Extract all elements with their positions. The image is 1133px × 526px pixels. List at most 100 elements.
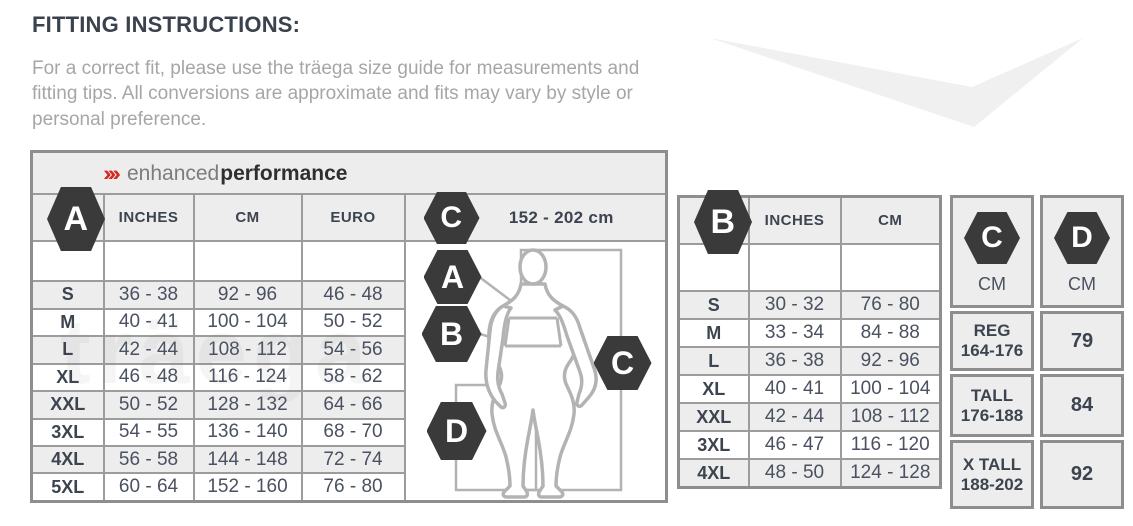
diagram-marker-b-hexagon-icon: B — [421, 306, 482, 362]
height-range-label: 152 - 202 cm — [508, 207, 614, 227]
marker-c-letter: C — [440, 201, 463, 234]
col-header-inches: INCHES — [102, 193, 195, 242]
diagram-marker-a-hexagon-icon: A — [423, 250, 482, 304]
cm-cell: 116 - 120 — [839, 430, 942, 460]
brand-chevrons-icon: ››› — [103, 160, 121, 185]
left-table-body: A B C D S 36 - 38 92 - 96 46 - 48 M 40 - 41 10… — [30, 239, 668, 503]
euro-cell: 68 - 70 — [300, 417, 406, 447]
inseam-entry-value: 84 — [1070, 394, 1094, 416]
diagram-marker-c-hexagon-icon: C — [593, 336, 652, 390]
cm-cell: 144 - 148 — [192, 444, 303, 475]
size-cell: 4XL — [677, 458, 750, 489]
brand-name-light: enhanced — [126, 161, 220, 185]
height-entry-name: X TALL — [962, 454, 1022, 474]
inches-cell: 40 - 41 — [102, 307, 195, 338]
size-cell: L — [677, 346, 750, 376]
marker-d-column-letter: D — [1071, 221, 1093, 254]
right-header-row: B INCHES CM — [677, 190, 942, 254]
size-row: XXL 50 - 52 128 - 132 64 - 66 — [30, 390, 667, 420]
height-column: C CM REG 164-176 TALL 176-188 X TALL 188-202 — [950, 195, 1034, 509]
brand-row: ››› enhancedperformance — [30, 150, 668, 195]
size-cell: 3XL — [677, 430, 750, 460]
size-cell: XL — [30, 362, 105, 393]
height-entry: X TALL 188-202 — [950, 440, 1034, 509]
cm-cell: 108 - 112 — [839, 402, 942, 432]
inches-cell: 56 - 58 — [102, 444, 195, 475]
height-range-header: C 152 - 202 cm — [403, 192, 668, 244]
height-column-header: C CM — [950, 195, 1034, 308]
inseam-column: D CM 79 84 92 — [1040, 195, 1124, 509]
euro-cell: 76 - 80 — [300, 472, 406, 503]
cm-cell: 76 - 80 — [839, 290, 942, 320]
inseam-column-header: D CM — [1040, 195, 1124, 308]
inseam-unit-label: CM — [1068, 274, 1096, 294]
cm-cell: 100 - 104 — [192, 307, 303, 338]
marker-b-hexagon-icon: B — [694, 190, 752, 254]
inches-cell: 50 - 52 — [102, 390, 195, 420]
cm-cell: 124 - 128 — [839, 458, 942, 489]
inches-cell: 36 - 38 — [747, 346, 842, 376]
size-row: XXL 42 - 44 108 - 112 — [677, 402, 942, 432]
diagram-marker-d-hexagon-icon: D — [426, 402, 487, 460]
cm-cell: 128 - 132 — [192, 390, 303, 420]
inches-cell: 33 - 34 — [747, 318, 842, 348]
euro-cell: 64 - 66 — [300, 390, 406, 420]
cm-cell: 116 - 124 — [192, 362, 303, 393]
inseam-entry: 92 — [1040, 440, 1124, 509]
inches-cell: 36 - 38 — [102, 280, 195, 310]
height-entry-range: 188-202 — [960, 474, 1024, 494]
size-row: 4XL 48 - 50 124 - 128 — [677, 458, 942, 489]
size-cell: XL — [677, 374, 750, 404]
inches-cell: 42 - 44 — [102, 335, 195, 365]
left-header-row: A INCHES CM EURO C 152 - 202 cm — [30, 187, 668, 251]
height-entry-range: 176-188 — [960, 405, 1024, 425]
page-description: For a correct fit, please use the träega… — [32, 58, 640, 130]
height-entry-name: REG — [973, 321, 1011, 341]
marker-c-column-hexagon-icon: C — [964, 212, 1020, 264]
euro-cell: 46 - 48 — [300, 280, 406, 310]
size-row: L 42 - 44 108 - 112 54 - 56 — [30, 335, 667, 365]
cm-cell: 92 - 96 — [192, 280, 303, 310]
cm-cell: 152 - 160 — [192, 472, 303, 503]
height-entry: REG 164-176 — [950, 311, 1034, 371]
inches-cell: 48 - 50 — [747, 458, 842, 489]
inches-cell: 30 - 32 — [747, 290, 842, 320]
size-row: 3XL 54 - 55 136 - 140 68 - 70 — [30, 417, 667, 447]
col-header-cm: CM — [839, 195, 942, 245]
inseam-entry: 79 — [1040, 311, 1124, 371]
cm-cell: 92 - 96 — [839, 346, 942, 376]
inches-cell: 54 - 55 — [102, 417, 195, 447]
inches-cell: 42 - 44 — [747, 402, 842, 432]
size-cell: S — [677, 290, 750, 320]
size-cell: M — [30, 307, 105, 338]
diagram-marker-b-letter: B — [439, 315, 464, 352]
size-row: XL 46 - 48 116 - 124 58 - 62 — [30, 362, 667, 393]
waist-marker-header: B — [677, 190, 752, 254]
size-row: 5XL 60 - 64 152 - 160 76 - 80 — [30, 472, 667, 503]
size-cell: 3XL — [30, 417, 105, 447]
body-measurement-diagram: A B C D — [406, 242, 666, 500]
height-entry-name: TALL — [970, 385, 1014, 405]
brand-name-bold: performance — [220, 161, 348, 185]
height-unit-label: CM — [978, 274, 1006, 294]
inseam-entry: 84 — [1040, 374, 1124, 437]
tops-size-table: ››› enhancedperformance A INCHES CM EURO … — [30, 150, 668, 503]
euro-cell: 50 - 52 — [300, 307, 406, 338]
euro-cell: 72 - 74 — [300, 444, 406, 475]
inches-cell: 40 - 41 — [747, 374, 842, 404]
brand-logo: ››› enhancedperformance — [30, 150, 668, 195]
size-cell: 4XL — [30, 444, 105, 475]
inches-cell: 60 - 64 — [102, 472, 195, 503]
chest-marker-header: A — [30, 187, 105, 251]
size-row: 3XL 46 - 47 116 - 120 — [677, 430, 942, 460]
page-title: FITTING INSTRUCTIONS: — [32, 12, 301, 37]
cm-cell: 108 - 112 — [192, 335, 303, 365]
size-row: M 40 - 41 100 - 104 50 - 52 — [30, 307, 667, 338]
euro-cell: 58 - 62 — [300, 362, 406, 393]
cm-cell: 136 - 140 — [192, 417, 303, 447]
marker-b-letter: B — [710, 202, 736, 241]
inseam-entry-value: 79 — [1070, 329, 1094, 352]
height-entries: REG 164-176 TALL 176-188 X TALL 188-202 — [950, 311, 1034, 509]
diagram-marker-c-letter: C — [610, 344, 635, 381]
